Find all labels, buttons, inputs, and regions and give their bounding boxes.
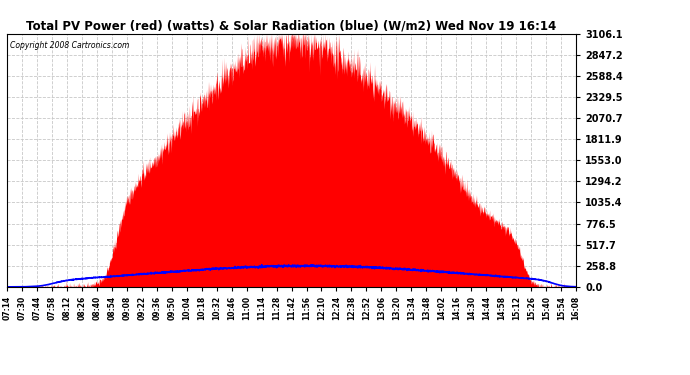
Title: Total PV Power (red) (watts) & Solar Radiation (blue) (W/m2) Wed Nov 19 16:14: Total PV Power (red) (watts) & Solar Rad… — [26, 20, 557, 33]
Text: Copyright 2008 Cartronics.com: Copyright 2008 Cartronics.com — [10, 41, 129, 50]
